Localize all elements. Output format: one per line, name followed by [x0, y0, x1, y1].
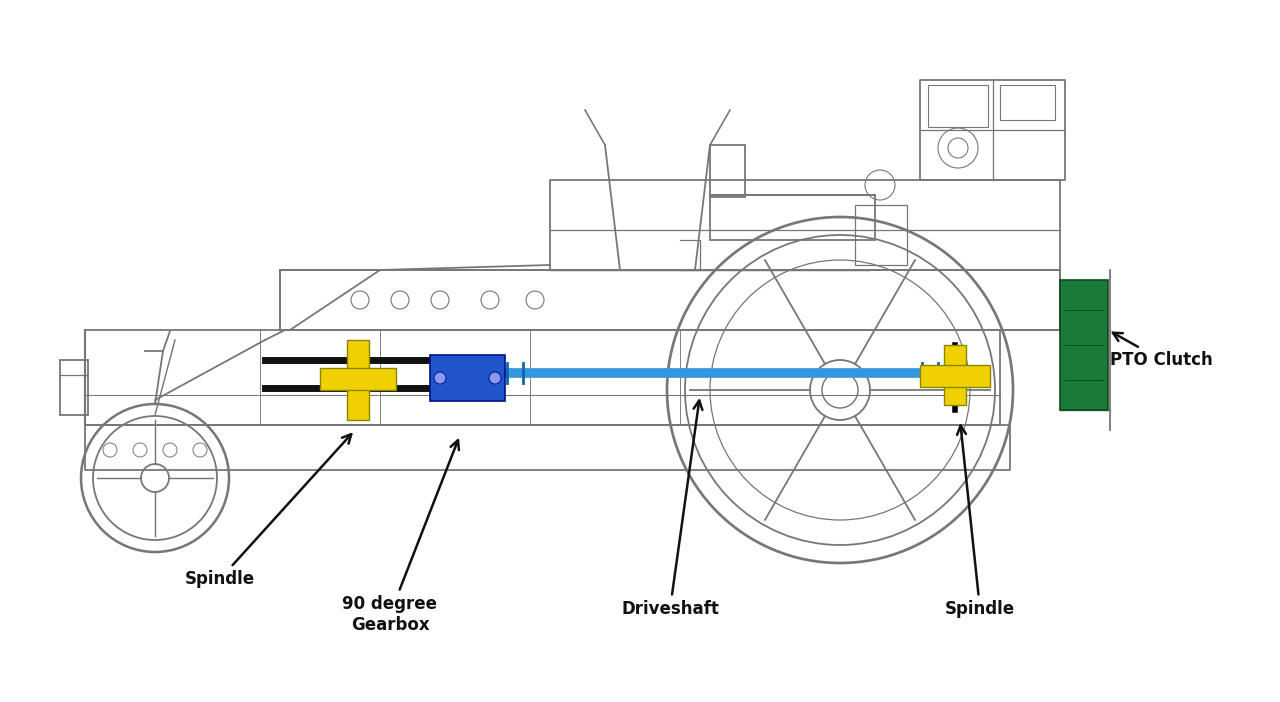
Bar — [347, 340, 369, 420]
Bar — [1000, 85, 1055, 120]
Bar — [710, 145, 745, 197]
Circle shape — [489, 372, 500, 384]
Bar — [430, 355, 506, 401]
Circle shape — [434, 372, 445, 384]
Text: PTO Clutch: PTO Clutch — [1110, 333, 1212, 369]
Bar — [1060, 280, 1108, 410]
Text: Spindle: Spindle — [184, 434, 351, 588]
Text: Driveshaft: Driveshaft — [621, 401, 719, 618]
Bar — [920, 365, 989, 387]
Bar — [320, 368, 396, 390]
Bar — [710, 195, 876, 240]
Text: 90 degree
Gearbox: 90 degree Gearbox — [343, 440, 460, 634]
Bar — [928, 85, 988, 127]
Bar — [60, 360, 88, 415]
Text: Spindle: Spindle — [945, 425, 1015, 618]
Bar — [855, 205, 908, 265]
Bar — [945, 345, 966, 405]
